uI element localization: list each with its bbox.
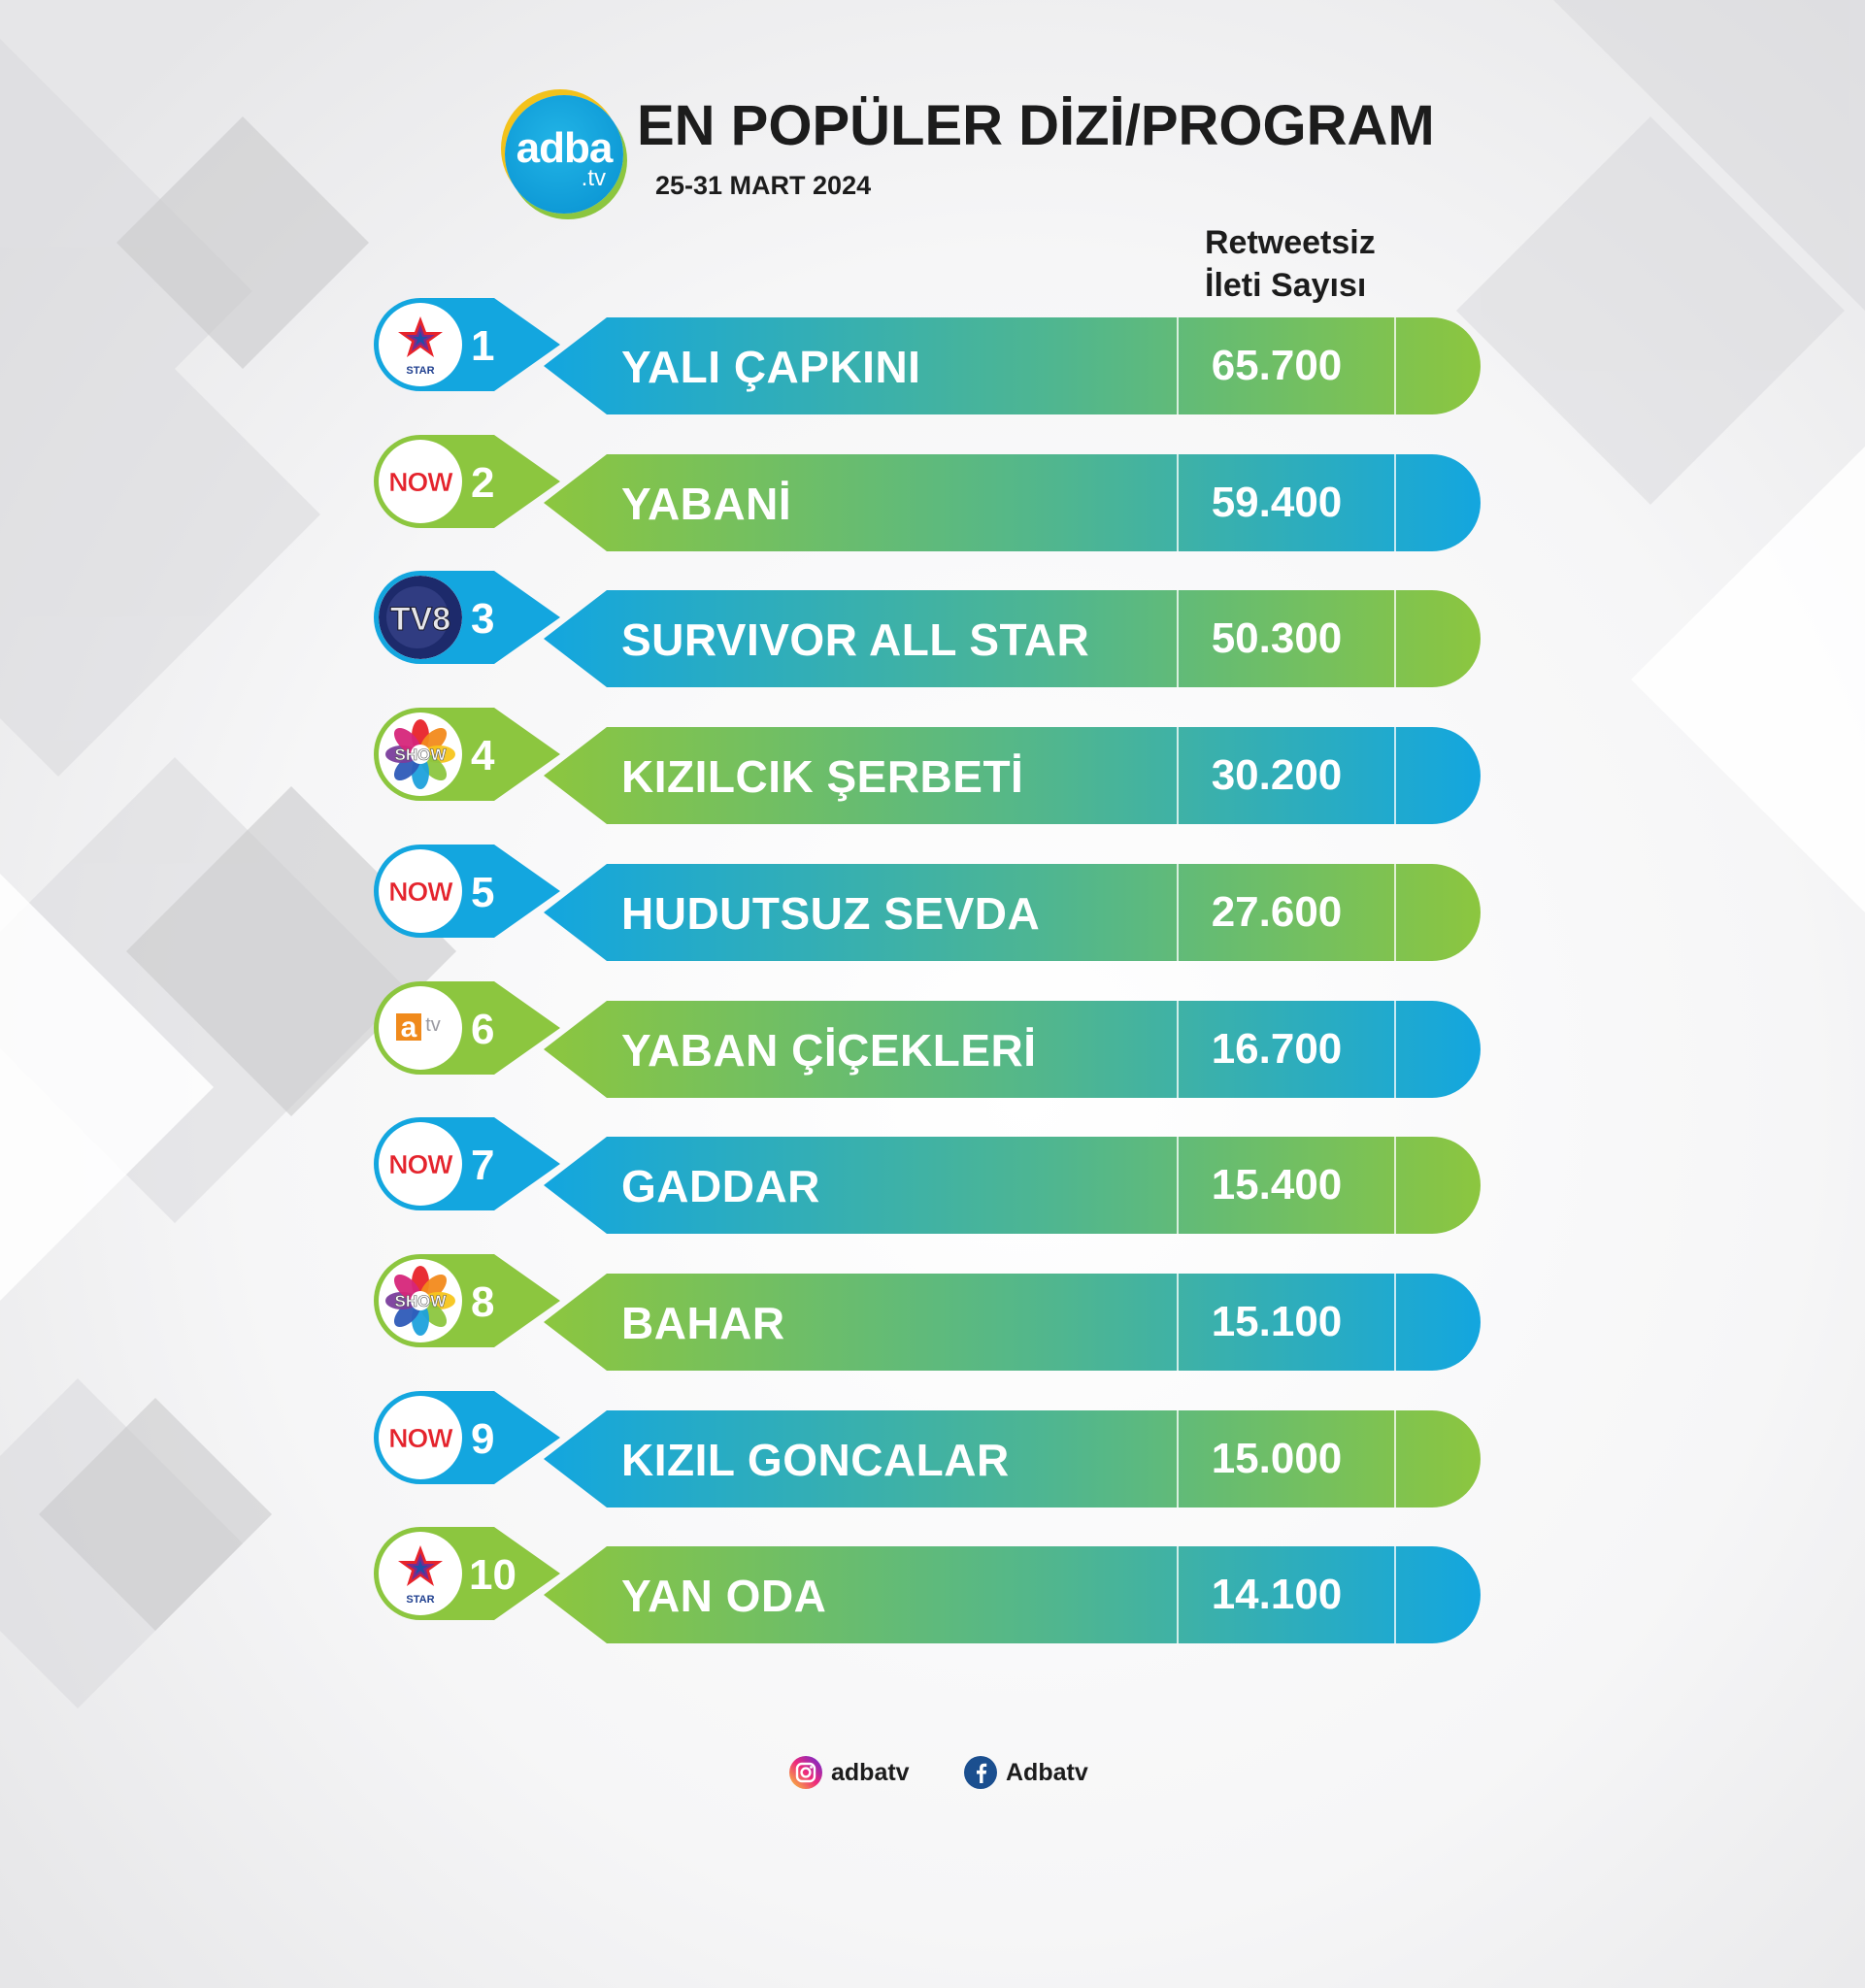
post-count-value: 59.400 [1211,479,1343,526]
rank-number: 1 [471,322,495,370]
value-column-header: Retweetsiz İleti Sayısı [1205,221,1376,307]
atv-logo-sub: tv [425,1014,441,1036]
post-count-value: 14.100 [1211,1571,1343,1618]
logo-main-text: adba [516,124,614,172]
post-count-value: 15.100 [1211,1298,1343,1345]
facebook-icon [964,1756,997,1789]
atv-logo-text: a [401,1011,417,1044]
program-name: HUDUTSUZ SEVDA [621,888,1041,939]
header: adba .tv EN POPÜLER DİZİ/PROGRAM 25-31 M… [0,0,1865,311]
table-row: NOW 2 YABANİ 59.400 [374,435,1481,555]
rank-number: 4 [471,732,495,779]
value-column-header-line1: Retweetsiz [1205,224,1376,261]
adba-logo: adba .tv [505,95,623,214]
show-logo-icon: SHOW [379,712,462,796]
show-logo-icon: SHOW [379,1259,462,1342]
now-logo-text: NOW [388,1149,453,1179]
show-logo-text: SHOW [395,1292,448,1310]
row-bar [544,864,1481,961]
rank-number: 2 [471,459,495,507]
post-count-value: 65.700 [1211,342,1343,389]
post-count-value: 15.400 [1211,1161,1343,1209]
post-count-value: 27.600 [1211,888,1343,936]
row-bar [544,1546,1481,1643]
instagram-icon [789,1756,822,1789]
table-row: SHOW 8 BAHAR 15.100 [374,1254,1481,1375]
logo-sub-text: .tv [581,165,606,191]
star-logo-text: STAR [406,1594,434,1606]
show-logo-text: SHOW [395,746,448,764]
program-name: KIZIL GONCALAR [621,1435,1010,1485]
table-row: SHOW 4 KIZILCIK ŞERBETİ 30.200 [374,708,1481,828]
atv-logo-icon: a tv [379,986,462,1070]
program-name: SURVIVOR ALL STAR [621,614,1090,665]
date-range: 25-31 MART 2024 [655,171,872,200]
now-logo-icon: NOW [379,849,462,933]
star-logo-icon: STAR [379,303,462,386]
program-name: GADDAR [621,1161,820,1211]
value-column-header-line2: İleti Sayısı [1205,267,1367,304]
post-count-value: 50.300 [1211,614,1343,662]
row-bar [544,1274,1481,1371]
now-logo-text: NOW [388,467,453,497]
tv8-logo-text: TV8 [390,601,450,638]
now-logo-icon: NOW [379,1396,462,1479]
row-bar [544,1137,1481,1234]
row-bar [544,1410,1481,1508]
table-row: NOW 5 HUDUTSUZ SEVDA 27.600 [374,845,1481,965]
program-name: YABAN ÇİÇEKLERİ [621,1025,1037,1076]
program-name: BAHAR [621,1298,785,1348]
row-bar [544,590,1481,687]
tv8-logo-icon: TV8 [379,576,462,659]
instagram-handle: adbatv [831,1759,910,1786]
table-row: STAR 10 YAN ODA 14.100 [374,1527,1481,1647]
post-count-value: 30.200 [1211,751,1343,799]
table-row: TV8 3 SURVIVOR ALL STAR 50.300 [374,571,1481,691]
program-name: YABANİ [621,479,792,529]
rank-number: 3 [471,595,495,643]
row-bar [544,454,1481,551]
star-logo-icon: STAR [379,1532,462,1615]
post-count-value: 16.700 [1211,1025,1343,1073]
now-logo-icon: NOW [379,440,462,523]
table-row: a tv 6 YABAN ÇİÇEKLERİ 16.700 [374,981,1481,1102]
instagram-link[interactable]: adbatv [788,1755,915,1794]
row-bar [544,317,1481,414]
facebook-handle: Adbatv [1006,1759,1088,1786]
now-logo-text: NOW [388,877,453,907]
table-row: STAR 1 YALI ÇAPKINI 65.700 [374,298,1481,418]
now-logo-text: NOW [388,1423,453,1453]
program-name: YAN ODA [621,1571,827,1621]
row-bar [544,1001,1481,1098]
now-logo-icon: NOW [379,1122,462,1206]
rank-number: 9 [471,1415,495,1463]
rank-number: 6 [471,1006,495,1053]
row-bar [544,727,1481,824]
program-name: YALI ÇAPKINI [621,342,921,392]
rank-number: 8 [471,1278,495,1326]
rank-number: 7 [471,1142,495,1189]
table-row: NOW 9 KIZIL GONCALAR 15.000 [374,1391,1481,1511]
rank-number: 10 [469,1551,516,1599]
table-row: NOW 7 GADDAR 15.400 [374,1117,1481,1238]
rank-number: 5 [471,869,495,916]
facebook-link[interactable]: Adbatv [963,1755,1089,1794]
post-count-value: 15.000 [1211,1435,1343,1482]
star-logo-text: STAR [406,365,434,377]
program-name: KIZILCIK ŞERBETİ [621,751,1024,802]
page-title: EN POPÜLER DİZİ/PROGRAM [637,94,1435,157]
